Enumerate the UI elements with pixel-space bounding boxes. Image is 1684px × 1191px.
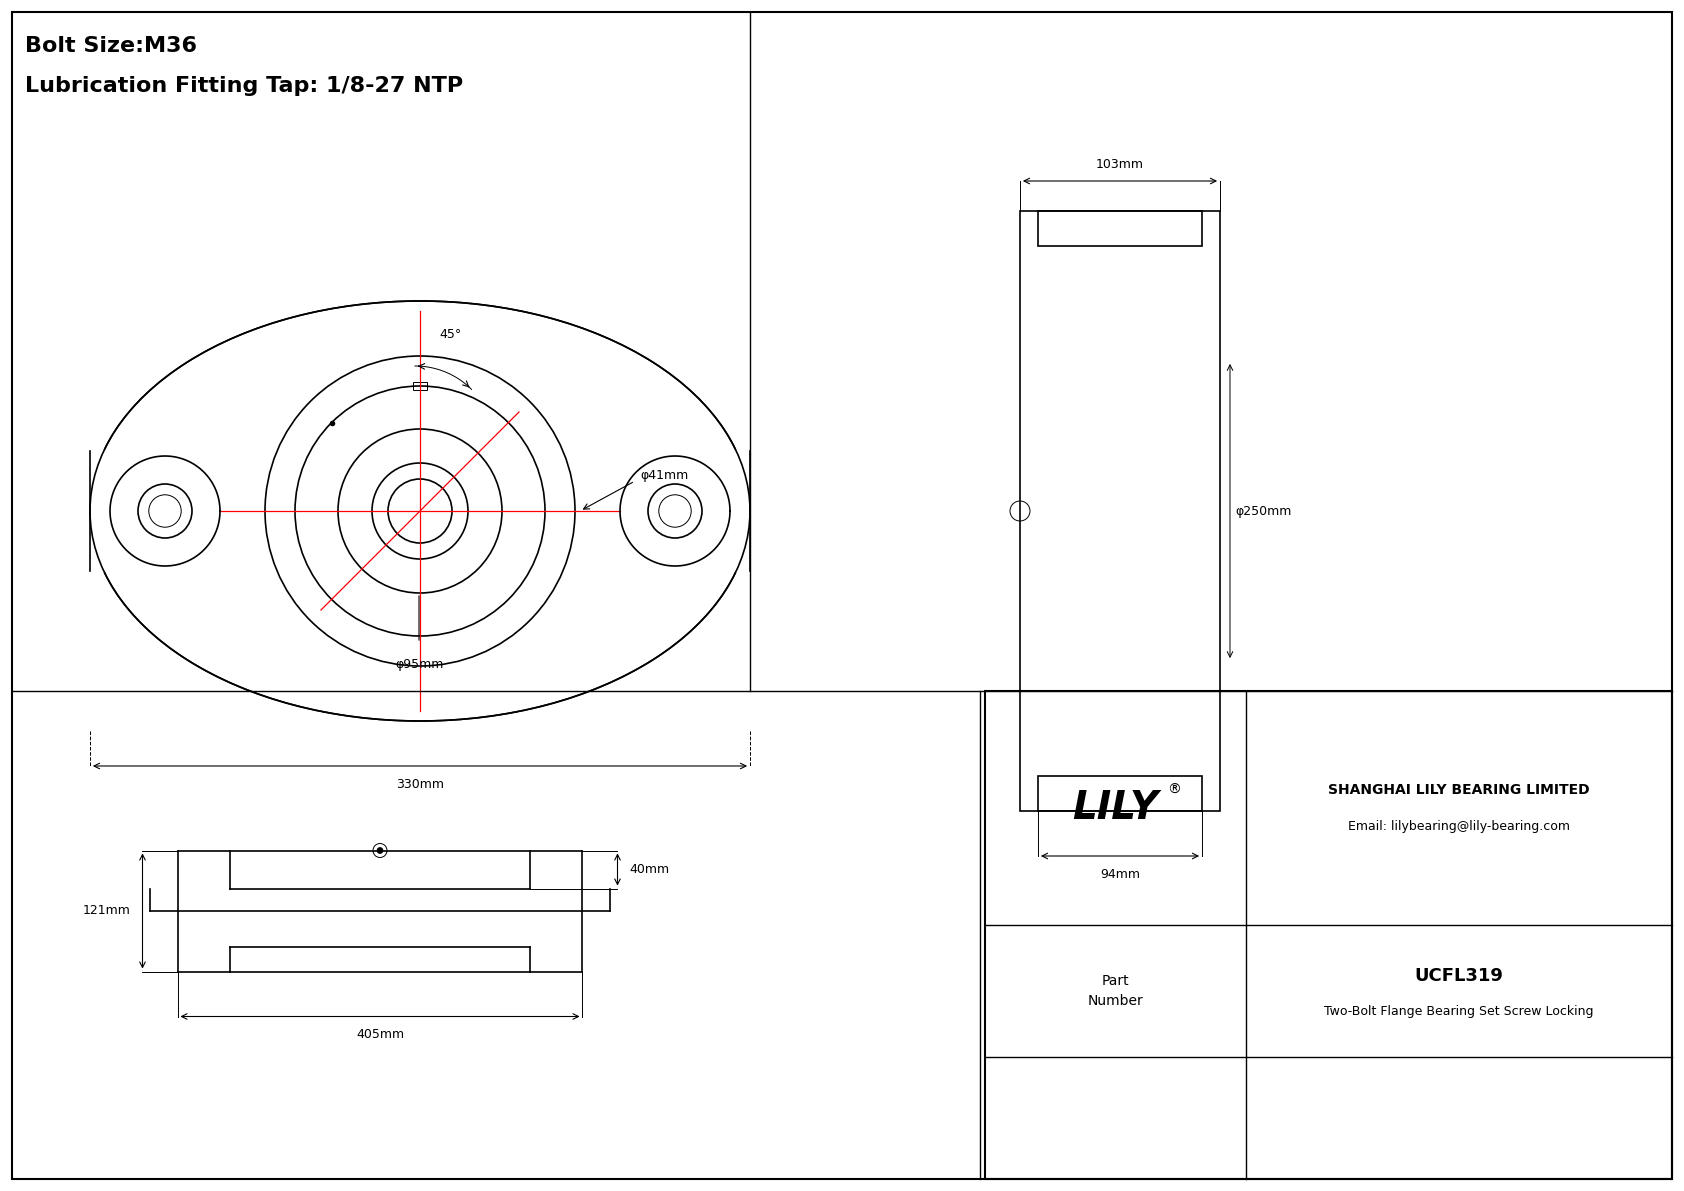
Text: 45°: 45° [440,328,461,341]
Bar [1021,211,1219,811]
Bar [985,691,1672,1179]
Text: Two-Bolt Flange Bearing Set Screw Locking: Two-Bolt Flange Bearing Set Screw Lockin… [1324,1005,1593,1017]
Text: 40mm: 40mm [630,863,670,877]
Text: ®: ® [1167,784,1182,797]
Text: Bolt Size:M36: Bolt Size:M36 [25,36,197,56]
Text: 103mm: 103mm [1096,158,1143,172]
Text: Lubrication Fitting Tap: 1/8-27 NTP: Lubrication Fitting Tap: 1/8-27 NTP [25,76,463,96]
Text: φ95mm: φ95mm [396,657,445,671]
Text: Part
Number: Part Number [1088,974,1143,1008]
Bar [1037,777,1202,811]
Text: 121mm: 121mm [83,904,130,917]
Text: 94mm: 94mm [1100,868,1140,881]
Text: 330mm: 330mm [396,778,445,791]
Text: 405mm: 405mm [355,1029,404,1041]
Text: φ41mm: φ41mm [640,469,689,482]
Text: LILY: LILY [1073,790,1159,827]
Text: SHANGHAI LILY BEARING LIMITED: SHANGHAI LILY BEARING LIMITED [1329,784,1590,797]
Text: φ250mm: φ250mm [1234,505,1292,518]
Text: Email: lilybearing@lily-bearing.com: Email: lilybearing@lily-bearing.com [1347,819,1569,833]
Bar [1037,211,1202,247]
Bar [413,382,428,389]
Circle shape [377,848,382,854]
Text: UCFL319: UCFL319 [1415,967,1504,985]
